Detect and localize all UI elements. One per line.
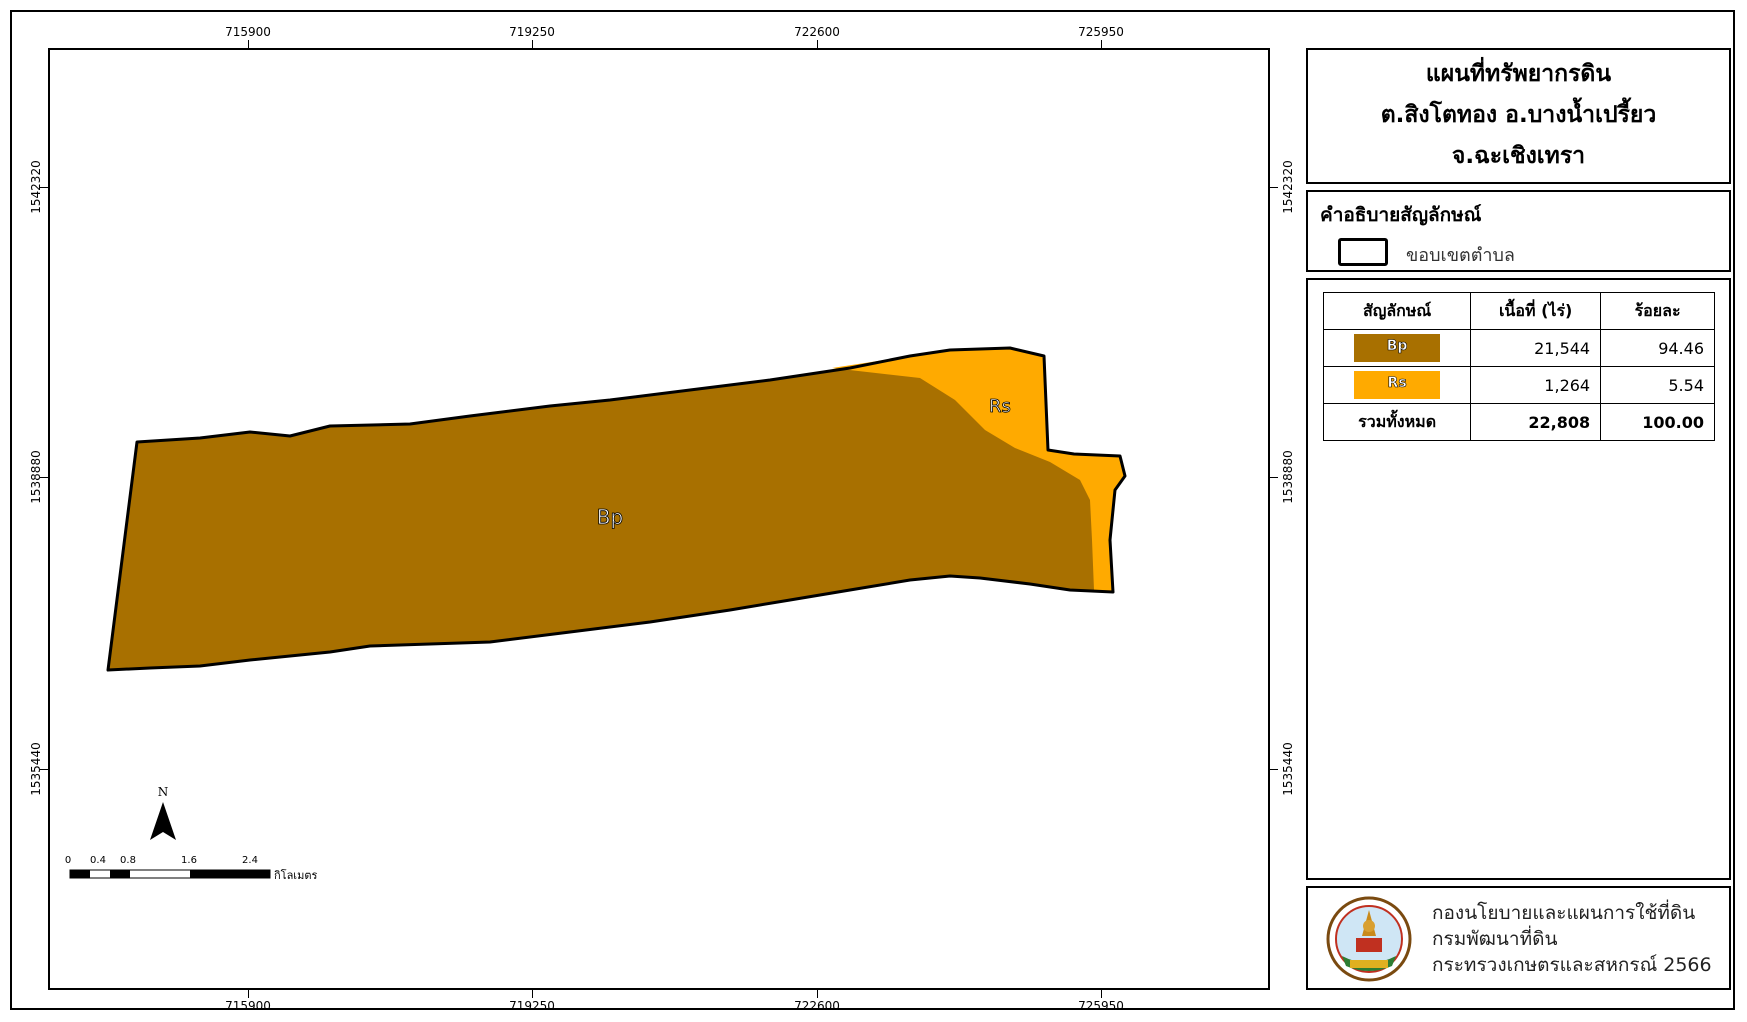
table-cell-symbol: Bp [1322, 329, 1472, 367]
map-frame: Bp Rs N 0 0.4 0.8 1.6 2.4 กิโลเมตร [48, 48, 1270, 990]
soil-unit-bp [108, 348, 1125, 670]
table-header-row: สัญลักษณ์ เนื้อที่ (ไร่) ร้อยละ [1322, 292, 1715, 330]
soil-unit-rs [832, 348, 1125, 592]
grid-tick [248, 40, 249, 48]
scale-tick-4: 2.4 [242, 855, 258, 866]
grid-x-label-top-2: 719250 [509, 25, 555, 39]
legend-panel: คำอธิบายสัญลักษณ์ ขอบเขตตำบล [1306, 190, 1731, 272]
table-total-area: 22,808 [1470, 403, 1602, 441]
table-cell-area: 1,264 [1470, 366, 1602, 404]
credit-line-3: กระทรวงเกษตรและสหกรณ์ 2566 [1432, 954, 1712, 976]
grid-tick [1270, 187, 1278, 188]
grid-y-label-right-1: 1542320 [1281, 160, 1295, 214]
grid-tick [1101, 990, 1102, 998]
table-row: Rs 1,264 5.54 [1322, 366, 1715, 404]
table-cell-percent: 5.54 [1600, 366, 1715, 404]
table-row: Bp 21,544 94.46 [1322, 329, 1715, 367]
map-sheet-frame [10, 10, 1735, 1010]
subdistrict-boundary [106, 346, 1127, 672]
swatch-label: Rs [1387, 375, 1407, 392]
grid-x-label-bottom-3: 722600 [794, 999, 840, 1013]
grid-x-label-bottom-2: 719250 [509, 999, 555, 1013]
grid-tick [1270, 769, 1278, 770]
table-header-percent: ร้อยละ [1600, 292, 1715, 330]
north-arrow-icon [150, 802, 176, 840]
scale-bar [69, 869, 271, 879]
table-total-percent: 100.00 [1600, 403, 1715, 441]
table-header-area: เนื้อที่ (ไร่) [1470, 292, 1602, 330]
ldd-seal-logo [1326, 896, 1412, 982]
credit-text: กองนโยบายและแผนการใช้ที่ดิน กรมพัฒนาที่ด… [1432, 900, 1712, 978]
credit-line-1: กองนโยบายและแผนการใช้ที่ดิน [1432, 902, 1696, 924]
boundary-symbol-icon [1338, 238, 1388, 266]
legend-boundary-label: ขอบเขตตำบล [1406, 245, 1515, 266]
grid-tick [532, 990, 533, 998]
grid-x-label-top-4: 725950 [1078, 25, 1124, 39]
map-label-bp: Bp [597, 505, 623, 529]
grid-tick [248, 990, 249, 998]
scale-tick-1: 0.4 [90, 855, 106, 866]
grid-tick [1101, 40, 1102, 48]
table-total-label: รวมทั้งหมด [1322, 403, 1472, 441]
grid-tick [40, 769, 48, 770]
map-title-line-3: จ.ฉะเชิงเทรา [1451, 143, 1586, 169]
north-arrow-label: N [158, 785, 169, 799]
grid-tick [40, 187, 48, 188]
scale-tick-0: 0 [65, 855, 71, 866]
grid-x-label-top-1: 715900 [225, 25, 271, 39]
grid-tick [40, 477, 48, 478]
map-label-rs: Rs [989, 396, 1011, 417]
map-canvas: Bp Rs N 0 0.4 0.8 1.6 2.4 กิโลเมตร [65, 346, 1127, 882]
scale-tick-2: 0.8 [120, 855, 136, 866]
credit-line-2: กรมพัฒนาที่ดิน [1432, 928, 1558, 950]
grid-y-label-right-3: 1535440 [1281, 742, 1295, 796]
legend-heading: คำอธิบายสัญลักษณ์ [1320, 204, 1482, 226]
swatch-label: Bp [1386, 338, 1408, 355]
scale-tick-3: 1.6 [181, 855, 197, 866]
grid-tick [532, 40, 533, 48]
title-panel: แผนที่ทรัพยากรดิน ต.สิงโตทอง อ.บางน้ำเปร… [1306, 48, 1731, 184]
map-title-line-2: ต.สิงโตทอง อ.บางน้ำเปรี้ยว [1380, 102, 1657, 128]
table-cell-percent: 94.46 [1600, 329, 1715, 367]
grid-tick [817, 990, 818, 998]
table-cell-area: 21,544 [1470, 329, 1602, 367]
map-title-line-1: แผนที่ทรัพยากรดิน [1425, 61, 1612, 87]
stats-panel: สัญลักษณ์ เนื้อที่ (ไร่) ร้อยละ Bp 21,54… [1306, 278, 1731, 880]
grid-x-label-bottom-1: 715900 [225, 999, 271, 1013]
table-cell-symbol: Rs [1322, 366, 1472, 404]
grid-x-label-top-3: 722600 [794, 25, 840, 39]
table-total-row: รวมทั้งหมด 22,808 100.00 [1322, 403, 1715, 441]
grid-tick [817, 40, 818, 48]
soil-area-table: สัญลักษณ์ เนื้อที่ (ไร่) ร้อยละ Bp 21,54… [1322, 292, 1715, 441]
credit-panel: กองนโยบายและแผนการใช้ที่ดิน กรมพัฒนาที่ด… [1306, 886, 1731, 990]
soil-swatch-bp: Bp [1354, 334, 1441, 362]
grid-x-label-bottom-4: 725950 [1078, 999, 1124, 1013]
grid-tick [1270, 477, 1278, 478]
soil-swatch-rs: Rs [1354, 371, 1441, 399]
scale-unit: กิโลเมตร [274, 868, 318, 882]
grid-y-label-right-2: 1538880 [1281, 450, 1295, 504]
table-header-symbol: สัญลักษณ์ [1322, 292, 1472, 330]
